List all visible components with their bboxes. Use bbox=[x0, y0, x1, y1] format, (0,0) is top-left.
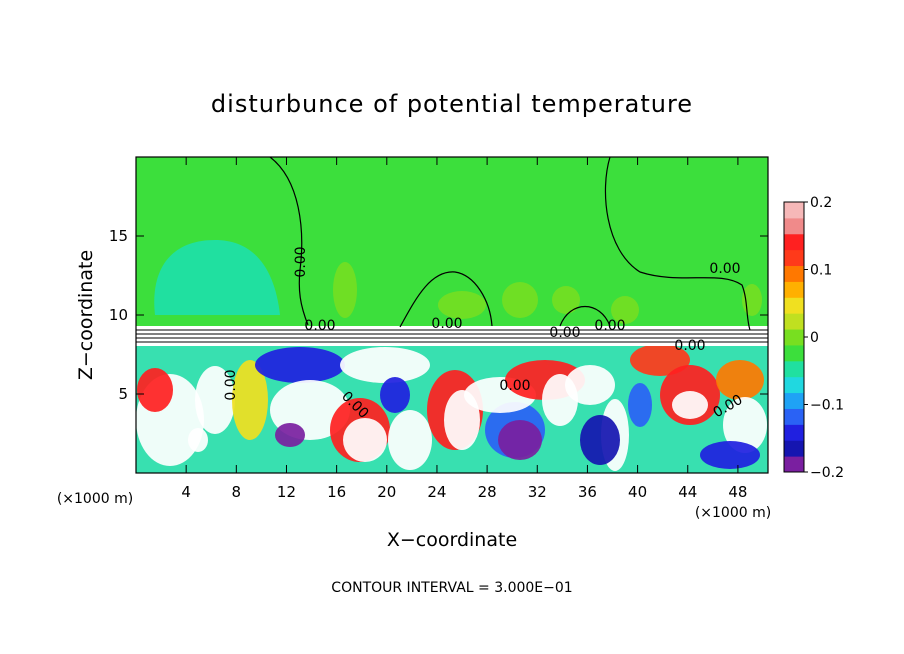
field-blob bbox=[630, 344, 690, 376]
chart-title: disturbunce of potential temperature bbox=[211, 90, 693, 118]
contour-label: 0.00 bbox=[594, 318, 625, 334]
x-tick-label: 28 bbox=[478, 483, 497, 501]
y-axis-label: Z−coordinate bbox=[75, 250, 97, 380]
light-green-patch bbox=[438, 291, 486, 319]
contour-line bbox=[399, 271, 493, 328]
field-blob bbox=[188, 428, 208, 452]
y-tick-label: 10 bbox=[109, 306, 128, 324]
colorbar-tick-label: −0.1 bbox=[810, 398, 844, 414]
x-tick-label: 16 bbox=[327, 483, 346, 501]
colorbar-swatch bbox=[784, 424, 804, 441]
colorbar-swatch bbox=[784, 249, 804, 267]
colorbar-tick-label: 0 bbox=[810, 330, 819, 346]
field-blob bbox=[388, 410, 432, 470]
x-axis-label: X−coordinate bbox=[387, 529, 517, 551]
colorbar-tick-label: 0.1 bbox=[810, 263, 832, 279]
colorbar-swatch bbox=[784, 297, 804, 314]
field-blob bbox=[498, 420, 542, 460]
contour-label: 0.00 bbox=[223, 369, 239, 400]
colorbar bbox=[784, 202, 804, 473]
field-blob bbox=[137, 368, 173, 412]
y-axis-ticks: 5 10 15 bbox=[109, 227, 768, 403]
contour-label: 0.00 bbox=[549, 325, 580, 341]
colorbar-swatch bbox=[784, 344, 804, 362]
contour-line bbox=[269, 157, 309, 326]
field-blob bbox=[716, 360, 764, 400]
colorbar-ticks: 0.2 0.1 0 −0.1 −0.2 bbox=[804, 195, 844, 481]
colorbar-swatch bbox=[784, 360, 804, 378]
field-blob bbox=[628, 383, 652, 427]
x-tick-label: 32 bbox=[528, 483, 547, 501]
field-blob bbox=[700, 441, 760, 469]
inversion-band bbox=[136, 326, 768, 346]
contour-interval-footer: CONTOUR INTERVAL = 3.000E−01 bbox=[331, 580, 572, 596]
field-blob bbox=[565, 365, 615, 405]
colorbar-swatch bbox=[784, 456, 804, 473]
upper-patch bbox=[154, 240, 280, 315]
field-blob bbox=[195, 366, 235, 434]
x-tick-label: 48 bbox=[728, 483, 747, 501]
colorbar-swatch bbox=[784, 329, 804, 346]
x-tick-label: 24 bbox=[427, 483, 446, 501]
colorbar-swatch bbox=[784, 313, 804, 330]
contour-label: 0.00 bbox=[431, 316, 462, 332]
colorbar-swatch bbox=[784, 281, 804, 298]
colorbar-swatch bbox=[784, 376, 804, 394]
x-tick-label: 44 bbox=[678, 483, 697, 501]
contour-line bbox=[559, 305, 611, 327]
field-blob bbox=[580, 415, 620, 465]
field-blob bbox=[275, 423, 305, 447]
heatmap-field: 0.000.00 0.000.000.000.000.000.000.000.00… bbox=[136, 157, 768, 473]
x-tick-label: 8 bbox=[232, 483, 242, 501]
x-axis-ticks: 4 8 12 16 20 24 28 32 36 40 44 48 bbox=[181, 157, 747, 501]
light-green-patch bbox=[333, 262, 357, 318]
light-green-patch bbox=[552, 286, 580, 314]
colorbar-swatch bbox=[784, 233, 804, 251]
field-blob bbox=[343, 418, 387, 462]
light-green-patch bbox=[502, 282, 538, 318]
colorbar-tick-label: 0.2 bbox=[810, 195, 832, 211]
colorbar-swatch bbox=[784, 202, 804, 219]
x-tick-label: 36 bbox=[578, 483, 597, 501]
colorbar-swatch bbox=[784, 265, 804, 282]
light-green-patch bbox=[611, 296, 639, 324]
field-blob bbox=[340, 347, 430, 383]
x-tick-label: 40 bbox=[628, 483, 647, 501]
field-blob bbox=[672, 391, 708, 419]
colorbar-tick-label: −0.2 bbox=[810, 465, 844, 481]
contour-label: 0.00 bbox=[709, 261, 740, 277]
field-blob bbox=[723, 397, 767, 453]
colorbar-swatch bbox=[784, 440, 804, 457]
y-tick-label: 15 bbox=[109, 227, 128, 245]
y-tick-label: 5 bbox=[118, 385, 128, 403]
contour-label: 0.00 bbox=[304, 318, 335, 334]
light-green-patch bbox=[742, 284, 762, 316]
colorbar-swatch bbox=[784, 217, 804, 235]
contour-label: 0.00 bbox=[293, 246, 309, 277]
contour-line bbox=[604, 157, 751, 331]
contour-label: 0.00 bbox=[674, 338, 705, 354]
x-unit-left: (×1000 m) bbox=[57, 491, 133, 507]
x-tick-label: 20 bbox=[377, 483, 396, 501]
x-unit-right: (×1000 m) bbox=[695, 505, 771, 521]
colorbar-swatch bbox=[784, 408, 804, 425]
x-tick-label: 12 bbox=[277, 483, 296, 501]
field-blob bbox=[232, 360, 268, 440]
contour-label: 0.00 bbox=[499, 378, 530, 394]
field-blob bbox=[380, 377, 410, 413]
field-blob bbox=[255, 347, 345, 383]
x-tick-label: 4 bbox=[181, 483, 191, 501]
colorbar-swatch bbox=[784, 392, 804, 409]
